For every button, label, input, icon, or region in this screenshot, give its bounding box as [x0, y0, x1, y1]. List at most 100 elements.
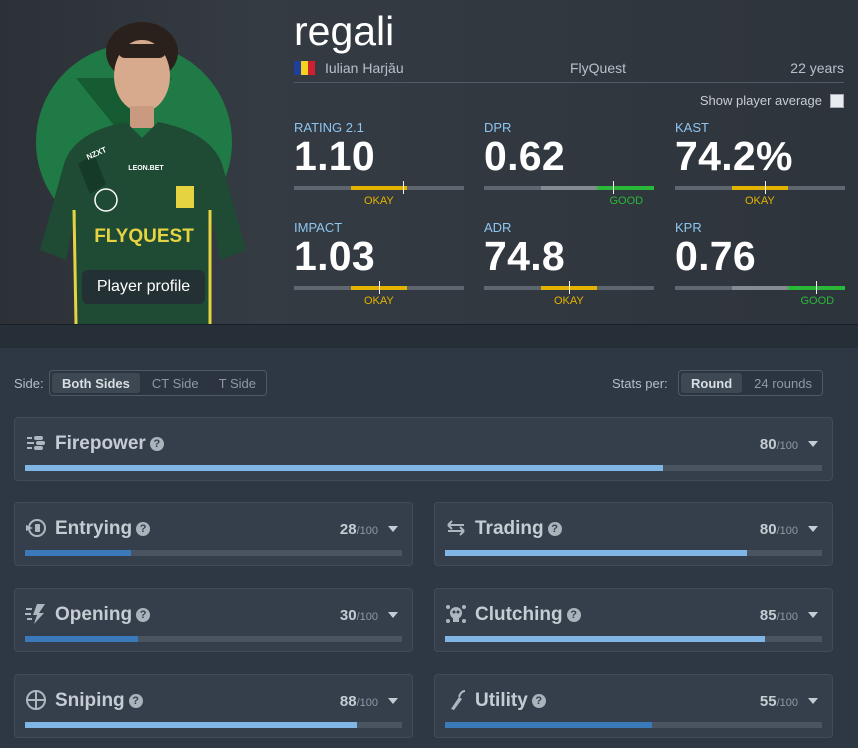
stat-rating-bar: [294, 281, 464, 294]
category-name: Opening: [55, 604, 133, 625]
utility-icon: [445, 689, 467, 711]
category-card-utility[interactable]: Utility? 55/100: [434, 674, 833, 738]
stat-adr: ADR 74.8 OKAY: [484, 220, 654, 316]
category-progress-fill: [25, 636, 138, 642]
category-card-opening[interactable]: Opening? 30/100: [14, 588, 413, 652]
side-option-both-sides[interactable]: Both Sides: [52, 373, 140, 393]
stat-marker: [379, 281, 380, 294]
stat-marker: [569, 281, 570, 294]
category-score-value: 30: [339, 607, 357, 624]
player-profile-button[interactable]: Player profile: [82, 270, 205, 304]
stat-value: 1.10: [294, 133, 375, 179]
category-score: 88/100: [340, 693, 378, 710]
category-title: Clutching?: [475, 604, 581, 626]
filter-row: Side: Both Sides CT Side T Side Stats per:…: [14, 370, 832, 396]
player-header: FLYQUEST LEON.BET NZXT Player profile re…: [0, 0, 858, 324]
stat-rating-label: GOOD: [800, 295, 835, 307]
category-score-value: 55: [759, 693, 777, 710]
stat-impact: IMPACT 1.03 OKAY: [294, 220, 464, 316]
stats-per-option-24-rounds[interactable]: 24 rounds: [754, 375, 812, 391]
category-name: Trading: [475, 518, 544, 539]
chevron-down-icon[interactable]: [808, 526, 818, 532]
category-score-max: /100: [776, 611, 798, 623]
player-team-link[interactable]: FlyQuest: [570, 60, 627, 76]
category-progress-fill: [445, 550, 747, 556]
stats-per-toggle: Round 24 rounds: [678, 370, 823, 396]
player-nickname: regali: [294, 8, 395, 54]
side-filter-label: Side:: [14, 376, 44, 391]
help-icon[interactable]: ?: [566, 608, 581, 622]
entrying-icon: [25, 517, 47, 539]
player-photo-area: FLYQUEST LEON.BET NZXT Player profile: [0, 0, 278, 324]
stat-rating-label: GOOD: [609, 195, 644, 207]
category-title: Firepower?: [55, 433, 164, 455]
stat-rating-2-1: RATING 2.1 1.10 OKAY: [294, 120, 464, 216]
category-score: 28/100: [340, 521, 378, 538]
side-option-t-side[interactable]: T Side: [218, 375, 256, 391]
stat-marker: [765, 181, 766, 194]
stats-per-option-round[interactable]: Round: [681, 373, 743, 393]
category-card-trading[interactable]: Trading? 80/100: [434, 502, 833, 566]
sniping-icon: [25, 689, 47, 711]
category-title: Sniping?: [55, 690, 143, 712]
help-icon[interactable]: ?: [149, 437, 164, 451]
show-player-average-toggle[interactable]: Show player average: [700, 93, 844, 108]
player-full-name: Iulian Harjău: [325, 60, 404, 76]
category-progress-bar: [25, 636, 402, 642]
stat-rating-bar: [675, 281, 845, 294]
chevron-down-icon[interactable]: [388, 698, 398, 704]
player-meta-row: Iulian Harjău FlyQuest 22 years: [294, 59, 844, 83]
category-card-clutching[interactable]: Clutching? 85/100: [434, 588, 833, 652]
stat-kast: KAST 74.2% OKAY: [675, 120, 845, 216]
chevron-down-icon[interactable]: [388, 526, 398, 532]
stat-label: KPR: [675, 220, 702, 235]
stat-value: 74.2%: [675, 133, 793, 179]
category-card-sniping[interactable]: Sniping? 88/100: [14, 674, 413, 738]
chevron-down-icon[interactable]: [808, 612, 818, 618]
category-score: 80/100: [760, 521, 798, 538]
category-card-firepower[interactable]: Firepower? 80/100: [14, 417, 833, 481]
category-score: 85/100: [760, 607, 798, 624]
stat-rating-bar: [675, 181, 845, 194]
category-score-value: 88: [339, 693, 357, 710]
category-score-max: /100: [356, 525, 378, 537]
help-icon[interactable]: ?: [547, 522, 562, 536]
stat-rating-label: OKAY: [364, 295, 394, 307]
category-score-value: 80: [759, 436, 777, 453]
show-player-average-checkbox[interactable]: [830, 93, 844, 108]
chevron-down-icon[interactable]: [388, 612, 398, 618]
category-name: Firepower: [55, 433, 146, 454]
stat-marker: [613, 181, 614, 194]
help-icon[interactable]: ?: [128, 694, 143, 708]
stat-label: RATING 2.1: [294, 120, 364, 135]
stat-rating-bar: [484, 181, 654, 194]
category-score-max: /100: [776, 440, 798, 452]
category-progress-fill: [445, 636, 765, 642]
stat-label: IMPACT: [294, 220, 343, 235]
help-icon[interactable]: ?: [136, 522, 151, 536]
stat-rating-label: OKAY: [554, 295, 584, 307]
category-progress-bar: [25, 465, 822, 471]
stat-marker: [816, 281, 817, 294]
chevron-down-icon[interactable]: [808, 698, 818, 704]
side-option-ct-side[interactable]: CT Side: [151, 375, 199, 391]
category-progress-bar: [25, 722, 402, 728]
category-title: Opening?: [55, 604, 151, 626]
stat-rating-bar: [484, 281, 654, 294]
help-icon[interactable]: ?: [136, 608, 151, 622]
stat-dpr: DPR 0.62 GOOD: [484, 120, 654, 216]
category-score-max: /100: [776, 697, 798, 709]
category-progress-bar: [445, 722, 822, 728]
stat-label: KAST: [675, 120, 709, 135]
category-title: Utility?: [475, 690, 546, 712]
help-icon[interactable]: ?: [531, 694, 546, 708]
category-score: 55/100: [760, 693, 798, 710]
stat-rating-label: OKAY: [745, 195, 775, 207]
svg-text:FLYQUEST: FLYQUEST: [94, 226, 194, 247]
category-progress-bar: [25, 550, 402, 556]
category-card-entrying[interactable]: Entrying? 28/100: [14, 502, 413, 566]
clutching-icon: [445, 603, 467, 625]
opening-icon: [25, 603, 47, 625]
chevron-down-icon[interactable]: [808, 441, 818, 447]
category-progress-fill: [25, 550, 131, 556]
